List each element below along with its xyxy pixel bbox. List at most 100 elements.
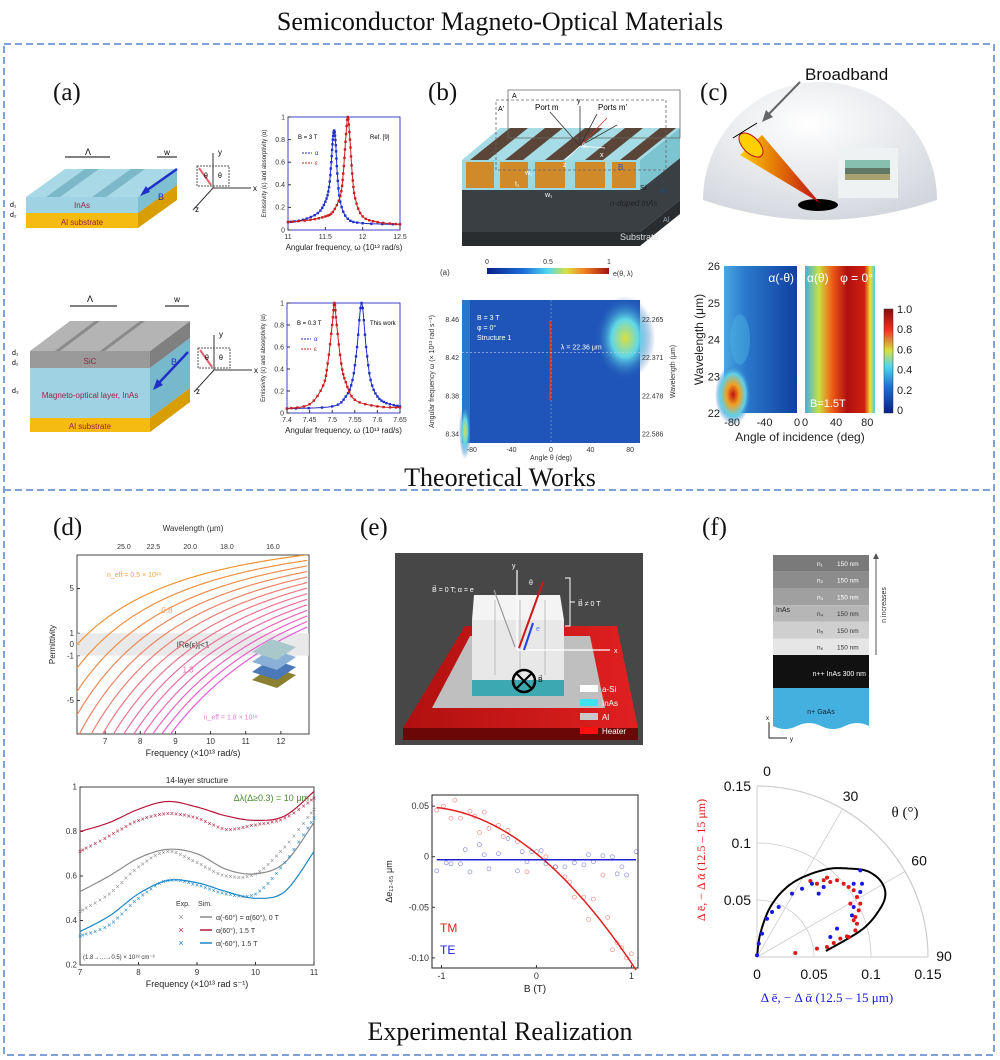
data-marker xyxy=(294,407,298,410)
data-marker xyxy=(328,213,331,217)
y-tick-label: 0.2 xyxy=(275,205,285,212)
data-marker xyxy=(340,362,343,365)
data-point xyxy=(824,875,829,880)
colorbar-tick-label: 0.6 xyxy=(897,344,912,356)
exp-marker: × xyxy=(170,811,174,818)
grating-3d-structure: A A' Port m Ports m' y θ₀ x z w₂ w₁ t₁ B… xyxy=(462,89,681,246)
exp-marker: × xyxy=(187,856,191,863)
data-marker xyxy=(358,318,361,322)
data-marker xyxy=(330,154,333,158)
y2-axis-label: Wavelength (μm) xyxy=(670,345,677,398)
data-point xyxy=(814,881,819,886)
x2-axis-label: Wavelength (μm) xyxy=(163,524,224,533)
data-marker xyxy=(334,309,337,312)
angle-tick-label: 30 xyxy=(843,788,859,804)
exp-marker: × xyxy=(111,888,115,895)
layer-index: n₃ xyxy=(817,594,824,601)
x-axis-label: Frequency (×10¹³ rad s⁻¹) xyxy=(146,979,249,989)
data-point xyxy=(849,913,854,918)
data-point xyxy=(624,872,629,878)
exp-marker: × xyxy=(153,853,157,860)
data-marker xyxy=(363,333,367,336)
legend-label: Heater xyxy=(602,727,626,736)
data-marker xyxy=(367,364,370,367)
exp-marker: × xyxy=(258,869,262,876)
exp-marker: × xyxy=(107,891,111,898)
angle-tick-label: 60 xyxy=(911,853,927,869)
incident-ray xyxy=(199,349,213,368)
x-tick-label: 1 xyxy=(629,971,634,981)
series-line xyxy=(287,115,401,225)
data-marker xyxy=(313,213,316,217)
legend-label: InAs xyxy=(602,699,618,708)
exp-marker: × xyxy=(237,826,241,833)
exp-marker: × xyxy=(178,878,182,885)
exp-marker: × xyxy=(107,833,111,840)
x-tick-label: 10 xyxy=(206,737,215,746)
exp-marker: × xyxy=(88,843,92,850)
exp-marker: × xyxy=(253,822,257,829)
z-axis xyxy=(192,187,214,211)
data-point xyxy=(800,886,805,891)
data-marker xyxy=(333,131,336,134)
subpanel-tag: (a) xyxy=(440,268,450,277)
data-marker xyxy=(291,220,294,223)
data-marker xyxy=(328,180,331,183)
d2-label: d₂ xyxy=(10,212,17,219)
data-point xyxy=(821,878,826,883)
exp-marker: × xyxy=(153,884,157,891)
x-label: x xyxy=(253,184,257,193)
plot-frame xyxy=(431,794,639,969)
data-point xyxy=(854,921,859,926)
permittivity-curve xyxy=(123,598,308,734)
data-marker xyxy=(324,215,327,218)
legend-label: TE xyxy=(440,943,455,957)
y-axis-label: Wavelength (μm) xyxy=(692,294,706,385)
data-marker xyxy=(371,220,375,223)
y-tick-label: 8.38 xyxy=(445,393,459,400)
stack-layer xyxy=(773,571,869,589)
layer-index: n₂ xyxy=(817,578,824,585)
x-axis-label: x xyxy=(600,152,604,159)
data-marker xyxy=(333,134,337,137)
heatmap-edge-feature xyxy=(459,403,471,459)
exp-marker: × xyxy=(149,886,153,893)
y-tick-label: 0.8 xyxy=(274,322,284,329)
exp-marker: × xyxy=(157,851,161,858)
x-tick-label: -1 xyxy=(437,971,445,981)
data-marker xyxy=(335,157,338,160)
y-tick-label: 0.6 xyxy=(275,160,285,167)
exp-marker: × xyxy=(309,810,313,817)
exp-marker: × xyxy=(199,817,203,824)
data-marker xyxy=(358,211,362,215)
layer-stack-inset xyxy=(838,148,898,198)
data-point xyxy=(543,854,549,860)
exp-marker: × xyxy=(253,891,257,898)
exp-marker: × xyxy=(124,876,128,883)
y-axis-label: Emissivity (ε) and absorptivity (α) xyxy=(262,130,268,218)
exp-marker: × xyxy=(224,874,228,881)
field-arrow xyxy=(142,167,178,195)
data-point xyxy=(831,940,836,945)
data-marker xyxy=(330,148,334,152)
data-marker xyxy=(351,378,354,382)
data-point xyxy=(858,868,863,873)
data-marker xyxy=(308,403,311,406)
exp-marker: × xyxy=(228,892,232,899)
legend-swatch xyxy=(580,727,598,734)
data-point xyxy=(821,885,826,890)
data-marker xyxy=(370,222,373,225)
legend-label: Al xyxy=(602,713,609,722)
legend-exp-marker: × xyxy=(178,912,183,922)
data-marker xyxy=(376,395,379,398)
data-marker xyxy=(339,194,342,198)
data-marker xyxy=(355,221,359,224)
data-marker xyxy=(286,220,290,224)
data-marker xyxy=(329,167,333,170)
exp-marker: × xyxy=(199,862,203,869)
data-marker xyxy=(317,217,320,220)
exp-marker: × xyxy=(216,871,220,878)
incidence-plane xyxy=(197,347,231,369)
data-marker xyxy=(353,364,357,367)
